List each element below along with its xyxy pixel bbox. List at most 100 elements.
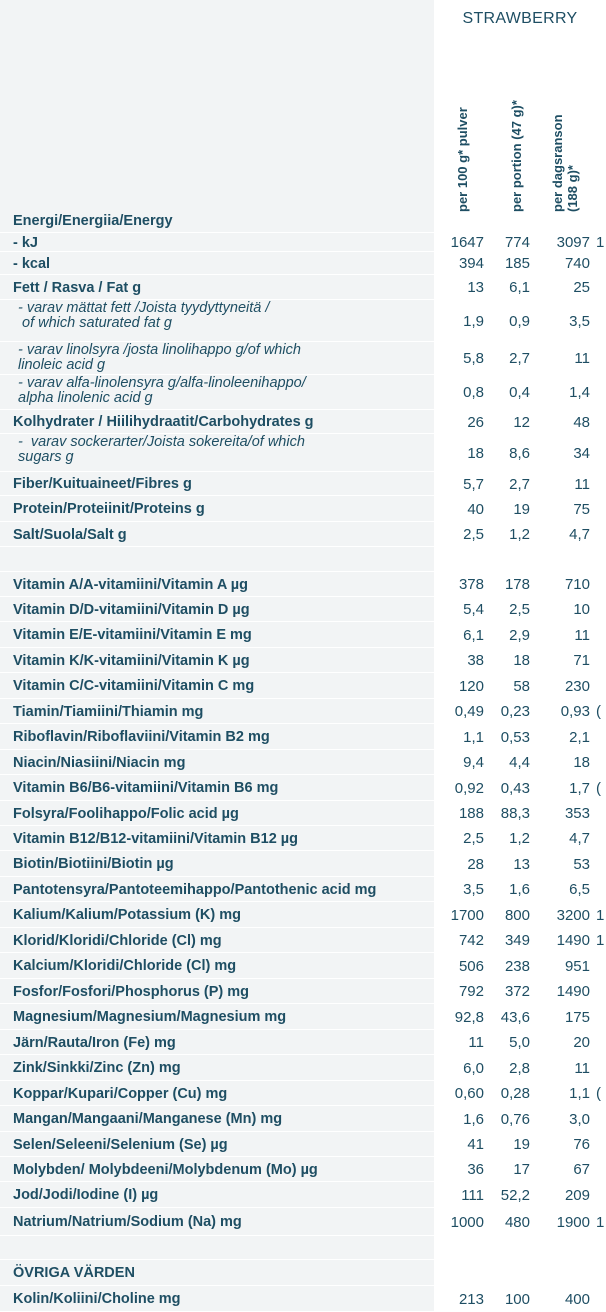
row-label: Kalium/Kalium/Potassium (K) mg — [13, 907, 242, 923]
value-col-3: 175 — [564, 1008, 590, 1026]
value-col-4 — [596, 953, 606, 979]
value-col-2: 2,5 — [509, 601, 530, 618]
flavor-heading: STRAWBERRY — [462, 10, 578, 27]
value-col-1: 742 — [458, 932, 484, 949]
table-row: Salt/Suola/Salt g 2,5 1,2 4,7 — [0, 522, 606, 547]
value-col-1: 41 — [467, 1136, 484, 1153]
value-col-4 — [596, 597, 606, 622]
row-label: Vitamin D/D-vitamiini/Vitamin D µg — [13, 601, 250, 618]
value-col-1: 0,60 — [454, 1085, 484, 1102]
value-col-1: 5,8 — [463, 350, 484, 367]
row-divider — [0, 723, 434, 724]
value-col-3: 75 — [573, 500, 590, 518]
row-divider — [0, 232, 434, 233]
row-label: Tiamin/Tiamiini/Thiamin mg — [13, 703, 204, 720]
value-col-3 — [532, 1236, 590, 1260]
value-col-2: 0,43 — [500, 779, 530, 797]
value-col-1: 6,0 — [463, 1059, 484, 1077]
value-col-4 — [596, 410, 606, 434]
row-label: Vitamin C/C-vitamiini/Vitamin C mg — [13, 678, 255, 694]
value-col-1: 0,8 — [463, 384, 484, 401]
value-col-2: 2,7 — [509, 350, 530, 367]
value-col-2: 1,2 — [509, 830, 530, 847]
row-label: Kolin/Koliini/Choline mg — [13, 1291, 181, 1307]
value-col-2 — [486, 1236, 530, 1260]
column-header-line: per dagsranson — [550, 114, 565, 212]
value-col-4 — [596, 622, 606, 648]
value-col-4 — [596, 1157, 606, 1182]
table-row: Mangan/Mangaani/Manganese (Mn) mg 1,6 0,76… — [0, 1106, 606, 1132]
row-label: Kalcium/Kloridi/Chloride (Cl) mg — [13, 958, 237, 974]
table-row: Vitamin B6/B6-vitamiini/Vitamin B6 mg 0,9… — [0, 775, 606, 801]
table-row: Fosfor/Fosfori/Phosphorus (P) mg 792 372 14… — [0, 979, 606, 1004]
column-header-1: per 100 g* pulver — [455, 12, 475, 212]
value-col-4 — [596, 375, 606, 410]
row-divider — [0, 749, 434, 750]
value-col-1: 6,1 — [463, 626, 484, 644]
value-col-4 — [596, 1030, 606, 1055]
value-col-2: 4,4 — [509, 754, 530, 771]
value-col-1: 36 — [467, 1161, 484, 1178]
value-col-2: 0,53 — [500, 728, 530, 746]
row-divider — [0, 978, 434, 979]
value-col-3: 11 — [574, 1059, 590, 1077]
row-label: Fett / Rasva / Fat g — [13, 279, 142, 296]
value-col-3: 353 — [564, 805, 590, 822]
value-col-4 — [596, 673, 606, 699]
value-col-3: 0,93 — [560, 703, 590, 720]
row-label: Vitamin K/K-vitamiini/Vitamin K µg — [13, 652, 250, 669]
row-label: Salt/Suola/Salt g — [13, 526, 127, 543]
table-row: Vitamin B12/B12-vitamiini/Vitamin B12 µg… — [0, 826, 606, 851]
value-col-2: 178 — [504, 576, 530, 593]
row-label — [13, 547, 428, 572]
table-row: Selen/Seleeni/Selenium (Se) µg 41 19 76 — [0, 1132, 606, 1157]
value-col-2: 185 — [504, 255, 530, 272]
value-col-4 — [596, 826, 606, 851]
value-column-background — [434, 0, 606, 1312]
value-col-3: 3097 — [556, 234, 590, 251]
value-col-2: 238 — [504, 957, 530, 975]
row-label: Protein/Proteiinit/Proteins g — [13, 501, 205, 517]
value-col-3: 18 — [573, 754, 590, 771]
value-col-2: 100 — [504, 1290, 530, 1308]
value-col-3: 10 — [573, 601, 590, 618]
row-label: Natrium/Natrium/Sodium (Na) mg — [13, 1214, 242, 1230]
row-label: - varav mättat fett /Joista tyydyttyneit… — [18, 300, 270, 331]
value-col-4 — [596, 1236, 606, 1260]
value-col-4 — [596, 522, 606, 547]
row-divider — [0, 251, 434, 252]
row-label: - kcal — [13, 255, 51, 272]
value-col-3 — [532, 208, 590, 233]
value-col-2: 52,2 — [500, 1186, 530, 1204]
value-col-2 — [486, 547, 530, 572]
row-label: - varav alfa-linolensyra g/alfa-linoleen… — [18, 375, 306, 406]
value-col-3: 400 — [564, 1290, 590, 1308]
value-col-2: 88,3 — [500, 805, 530, 822]
value-col-2: 480 — [504, 1213, 530, 1231]
value-col-4: 1 — [596, 932, 605, 949]
row-label: Vitamin E/E-vitamiini/Vitamin E mg — [13, 627, 252, 643]
row-label: Koppar/Kupari/Copper (Cu) mg — [13, 1085, 228, 1102]
value-col-4 — [596, 724, 606, 750]
value-col-3: 11 — [574, 626, 590, 644]
value-col-4: 1 — [596, 906, 605, 924]
row-divider — [0, 901, 434, 902]
value-col-1: 28 — [467, 855, 484, 873]
row-divider — [0, 433, 434, 434]
value-col-2: 2,9 — [509, 626, 530, 644]
value-col-3: 71 — [573, 652, 590, 669]
value-col-2: 0,76 — [500, 1110, 530, 1128]
row-divider — [0, 571, 434, 572]
row-divider — [0, 850, 434, 851]
table-row: Pantotensyra/Pantoteemihappo/Pantothenic… — [0, 877, 606, 902]
value-col-1: 1,9 — [463, 312, 484, 330]
value-col-4 — [596, 1182, 606, 1208]
value-col-3: 1490 — [556, 983, 590, 1000]
value-col-3: 4,7 — [569, 526, 590, 543]
column-header-line: per 100 g* pulver — [455, 107, 470, 212]
row-divider — [0, 647, 434, 648]
value-col-4: ( — [596, 779, 601, 797]
table-row: Tiamin/Tiamiini/Thiamin mg 0,49 0,23 0,93 ( — [0, 699, 606, 724]
table-row: ÖVRIGA VÄRDEN — [0, 1260, 606, 1286]
value-col-1: 1,6 — [463, 1110, 484, 1128]
